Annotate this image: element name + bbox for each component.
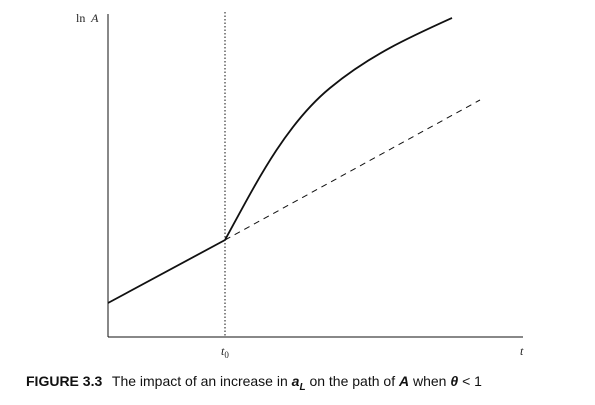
x-axis-label: t — [520, 344, 524, 358]
initial-path-line — [107, 239, 226, 304]
t0-label: t0 — [221, 344, 229, 360]
caption-text-2: on the path of — [309, 373, 396, 389]
old-path-dashed — [224, 99, 481, 241]
caption-var-A: A — [398, 373, 410, 389]
caption-text-4: < 1 — [462, 373, 482, 389]
new-path-curve — [224, 17, 453, 241]
caption-label: FIGURE 3.3 — [26, 373, 103, 389]
y-axis-label: ln A — [76, 11, 99, 25]
figure-caption: FIGURE 3.3 The impact of an increase in … — [26, 373, 482, 393]
caption-text-3: when — [413, 373, 447, 389]
caption-var-theta: θ — [450, 373, 459, 389]
caption-text-1: The impact of an increase in — [111, 373, 288, 389]
caption-var-a: aL — [291, 373, 306, 393]
